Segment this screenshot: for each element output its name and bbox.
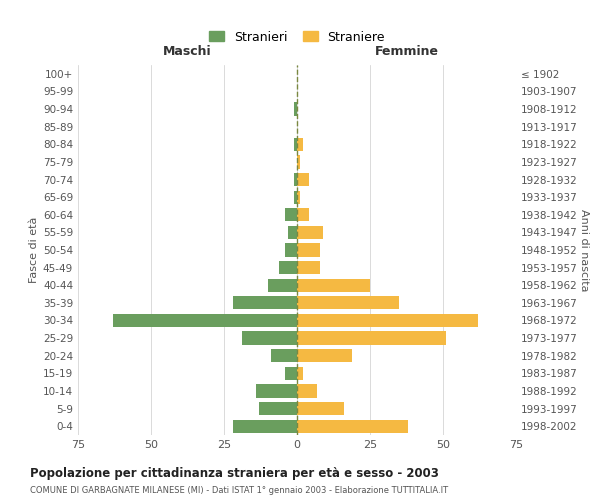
- Bar: [297, 156, 300, 168]
- Bar: [268, 278, 297, 292]
- Bar: [297, 366, 303, 380]
- Text: Femmine: Femmine: [374, 44, 439, 58]
- Bar: [297, 296, 399, 310]
- Bar: [297, 261, 320, 274]
- Bar: [294, 190, 297, 204]
- Bar: [297, 226, 323, 239]
- Bar: [297, 349, 352, 362]
- Bar: [297, 138, 303, 151]
- Legend: Stranieri, Straniere: Stranieri, Straniere: [205, 27, 389, 48]
- Bar: [297, 314, 478, 327]
- Bar: [233, 296, 297, 310]
- Bar: [233, 420, 297, 433]
- Bar: [113, 314, 297, 327]
- Y-axis label: Fasce di età: Fasce di età: [29, 217, 39, 283]
- Bar: [297, 173, 308, 186]
- Bar: [297, 420, 408, 433]
- Bar: [297, 190, 300, 204]
- Bar: [286, 366, 297, 380]
- Bar: [294, 173, 297, 186]
- Bar: [286, 244, 297, 256]
- Bar: [297, 332, 446, 344]
- Text: Maschi: Maschi: [163, 44, 212, 58]
- Bar: [288, 226, 297, 239]
- Bar: [297, 278, 370, 292]
- Bar: [297, 244, 320, 256]
- Bar: [256, 384, 297, 398]
- Bar: [297, 384, 317, 398]
- Bar: [297, 208, 308, 222]
- Bar: [259, 402, 297, 415]
- Text: Popolazione per cittadinanza straniera per età e sesso - 2003: Popolazione per cittadinanza straniera p…: [30, 468, 439, 480]
- Bar: [280, 261, 297, 274]
- Bar: [242, 332, 297, 344]
- Bar: [286, 208, 297, 222]
- Bar: [271, 349, 297, 362]
- Bar: [294, 102, 297, 116]
- Y-axis label: Anni di nascita: Anni di nascita: [579, 209, 589, 291]
- Bar: [294, 138, 297, 151]
- Text: COMUNE DI GARBAGNATE MILANESE (MI) - Dati ISTAT 1° gennaio 2003 - Elaborazione T: COMUNE DI GARBAGNATE MILANESE (MI) - Dat…: [30, 486, 448, 495]
- Bar: [297, 402, 344, 415]
